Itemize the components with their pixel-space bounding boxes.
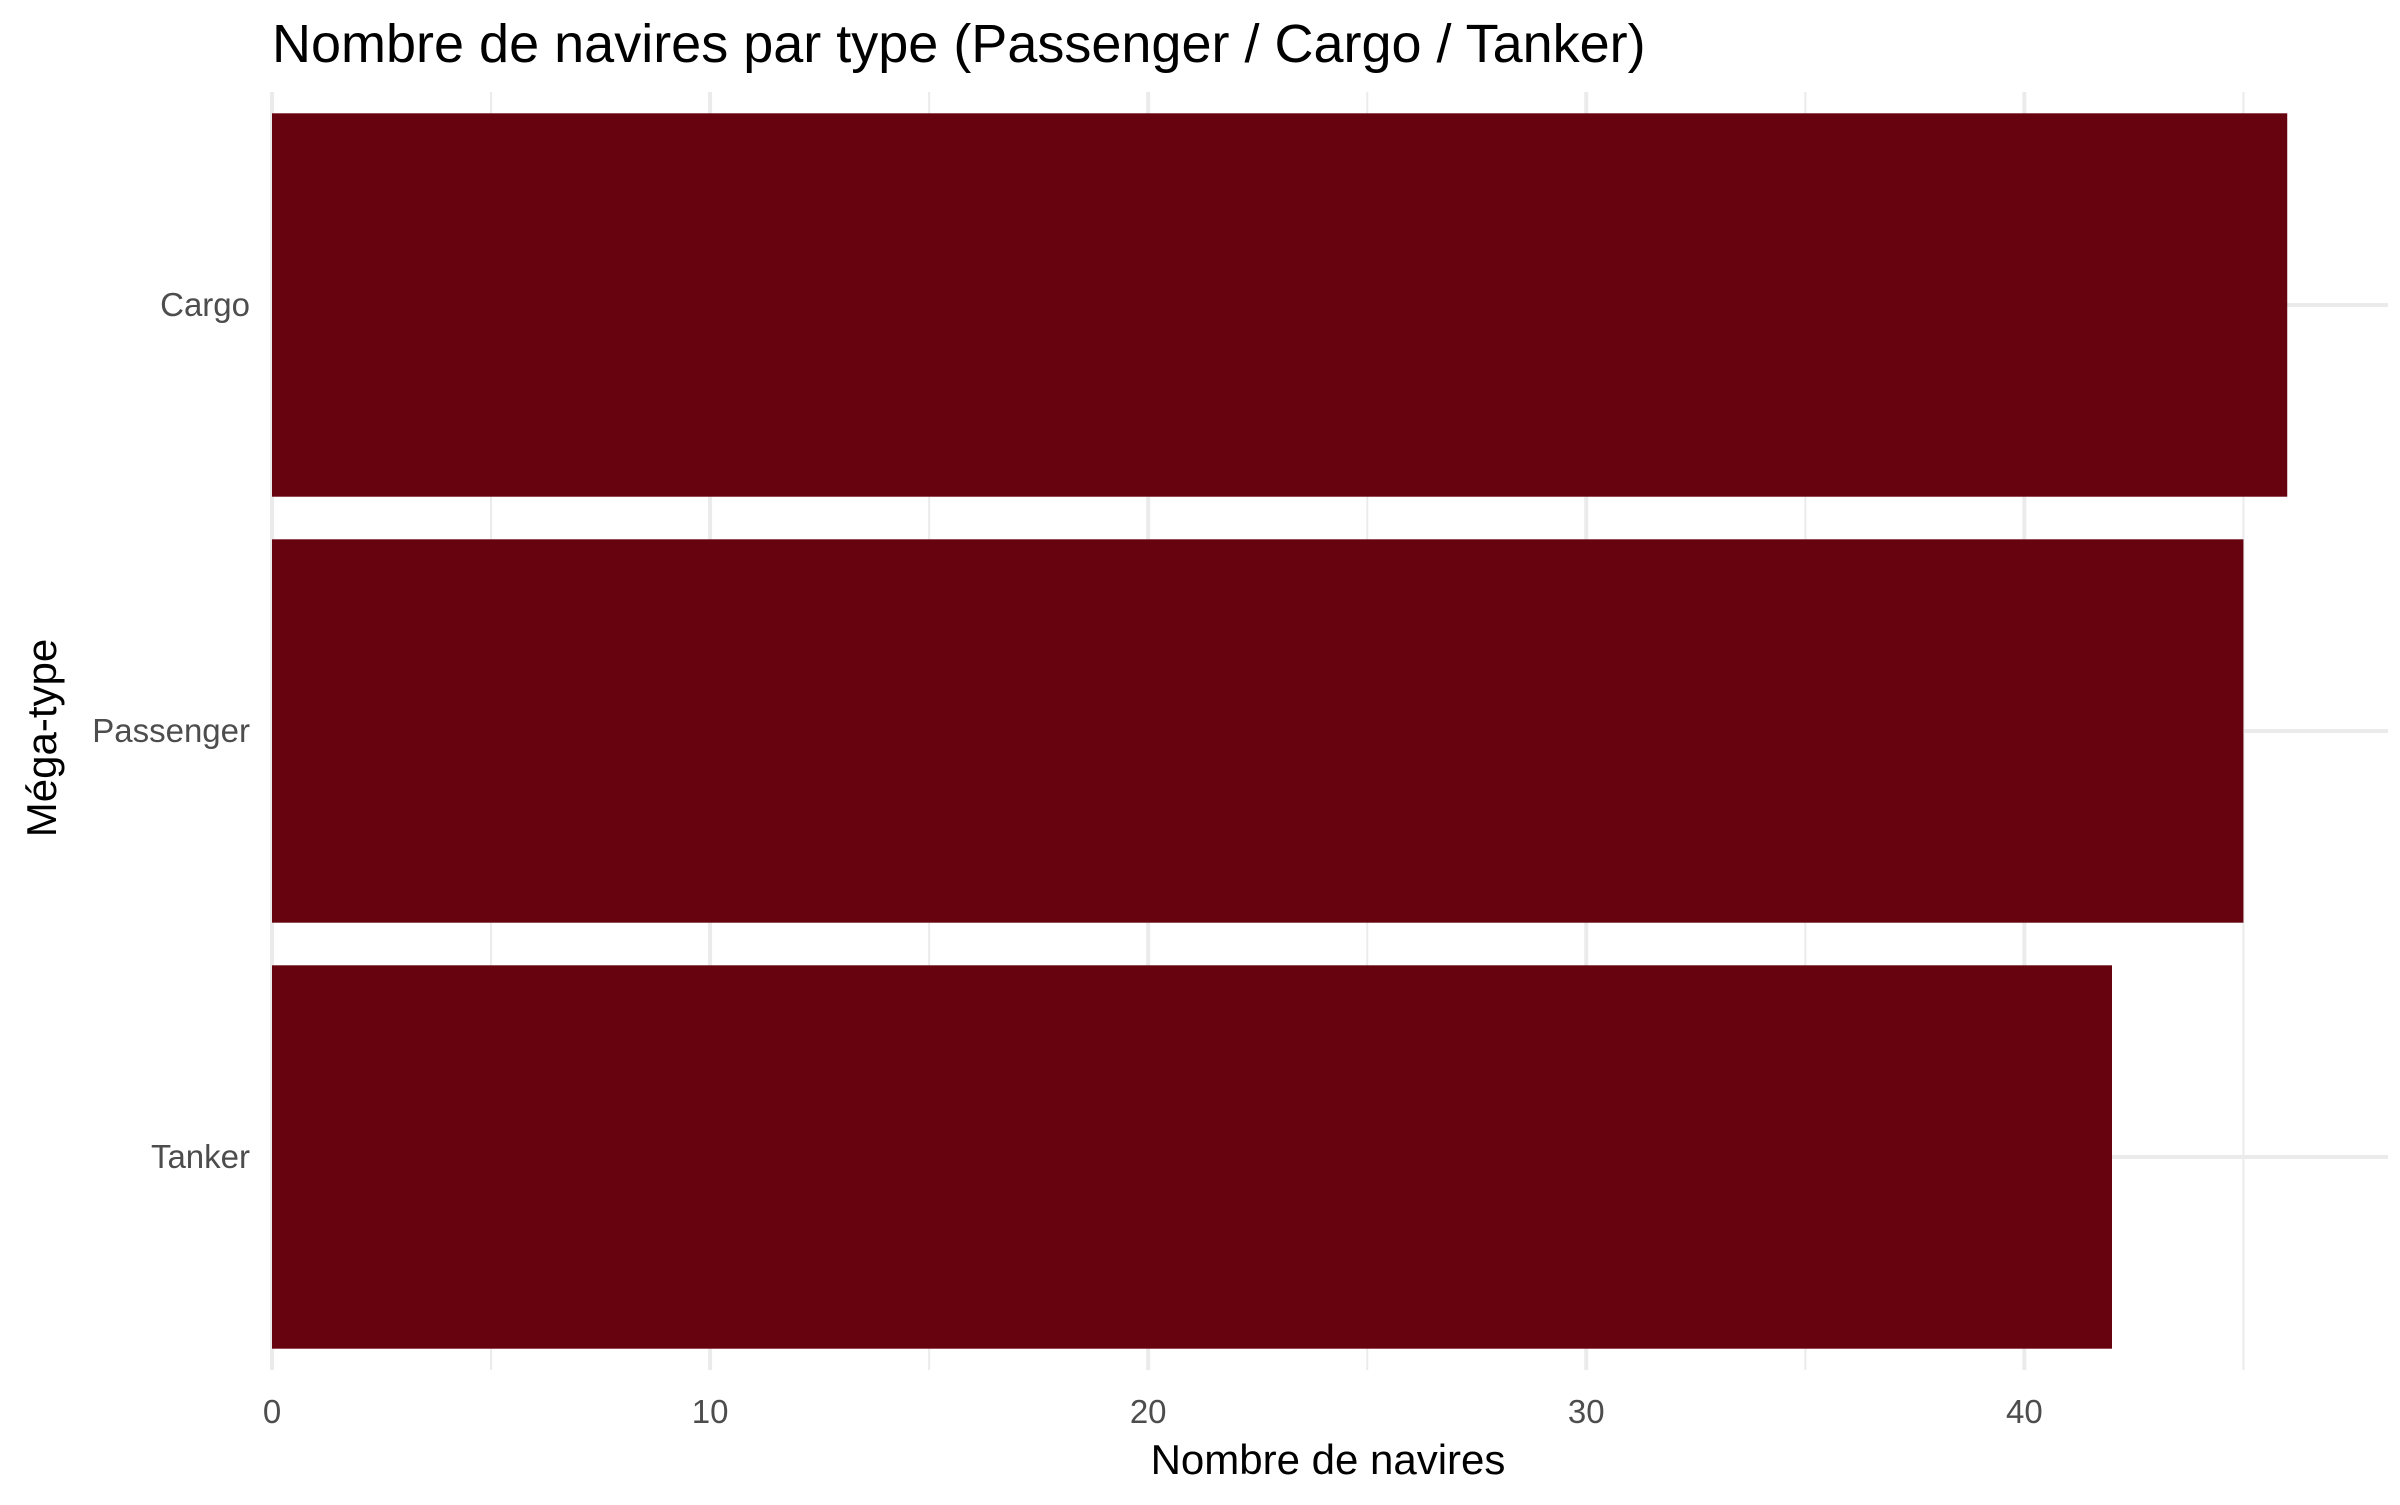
chart-title: Nombre de navires par type (Passenger / … bbox=[272, 14, 1646, 74]
y-axis-ticks: Cargo Passenger Tanker bbox=[92, 286, 250, 1175]
x-tick-label: 40 bbox=[2006, 1393, 2043, 1430]
y-axis-title: Méga-type bbox=[18, 639, 65, 837]
bars bbox=[272, 113, 2288, 1349]
x-tick-label: 20 bbox=[1130, 1393, 1167, 1430]
bar-tanker bbox=[272, 965, 2112, 1349]
x-tick-label: 30 bbox=[1568, 1393, 1605, 1430]
y-tick-label: Passenger bbox=[92, 712, 250, 749]
x-axis-ticks: 0 10 20 30 40 bbox=[263, 1393, 2043, 1430]
bar-passenger bbox=[272, 539, 2244, 923]
y-tick-label: Cargo bbox=[160, 286, 250, 323]
x-tick-label: 10 bbox=[692, 1393, 729, 1430]
x-tick-label: 0 bbox=[263, 1393, 281, 1430]
x-axis-title: Nombre de navires bbox=[1151, 1436, 1506, 1483]
y-tick-label: Tanker bbox=[151, 1138, 250, 1175]
bar-cargo bbox=[272, 113, 2288, 497]
